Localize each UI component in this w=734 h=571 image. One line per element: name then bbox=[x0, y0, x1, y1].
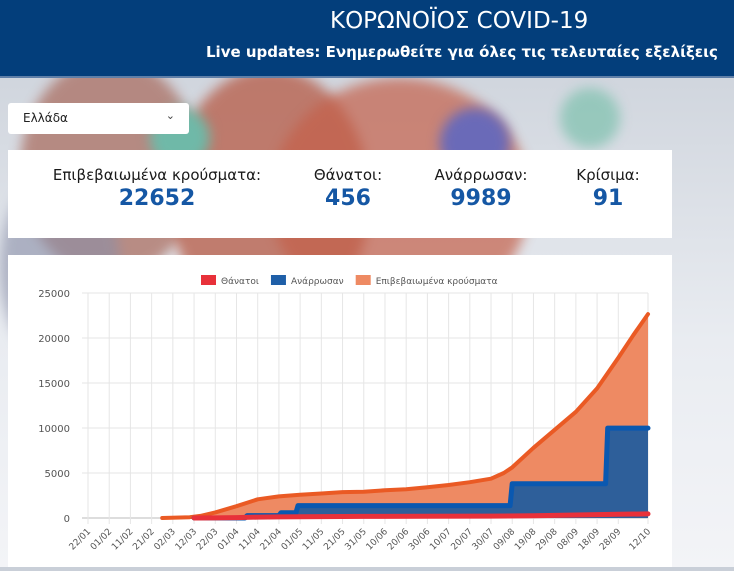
line-deaths bbox=[191, 511, 651, 521]
stat-label: Επιβεβαιωμένα κρούσματα: bbox=[52, 166, 262, 184]
stat-label: Κρίσιμα: bbox=[576, 166, 640, 184]
y-tick-label: 10000 bbox=[38, 424, 70, 435]
legend-swatch bbox=[201, 275, 216, 285]
line-confirmed bbox=[160, 312, 650, 520]
x-tick-label: 20/06 bbox=[386, 527, 412, 553]
x-tick-label: 11/02 bbox=[110, 527, 135, 552]
page-subtitle: Live updates: Ενημερωθείτε για όλες τις … bbox=[206, 43, 718, 61]
x-tick-label: 09/08 bbox=[492, 527, 518, 553]
x-tick-label: 01/02 bbox=[89, 527, 114, 552]
stat-value: 456 bbox=[325, 186, 371, 211]
covid-chart: 0 5000 10000 15000 20000 25000 22/0101/0211/02… bbox=[38, 275, 654, 553]
x-tick-label: 01/04 bbox=[216, 527, 242, 553]
x-tick-label: 10/07 bbox=[428, 527, 453, 552]
country-select[interactable]: Ελλάδα ⌄ bbox=[8, 103, 189, 134]
x-tick-label: 18/09 bbox=[577, 527, 603, 553]
x-tick-label: 02/03 bbox=[153, 527, 178, 552]
legend-swatch bbox=[270, 275, 286, 285]
stat-confirmed: Επιβεβαιωμένα κρούσματα: 22652 bbox=[42, 166, 272, 211]
y-tick-label: 25000 bbox=[38, 289, 70, 300]
x-tick-label: 11/05 bbox=[301, 527, 326, 552]
x-tick-label: 21/04 bbox=[259, 527, 285, 553]
stat-value: 9989 bbox=[450, 186, 512, 211]
legend-label: Ανάρρωσαν bbox=[291, 277, 344, 287]
area-recovered bbox=[194, 428, 648, 518]
stat-deaths: Θάνατοι: 456 bbox=[298, 166, 398, 211]
legend-swatch bbox=[355, 275, 371, 285]
x-tick-label: 12/03 bbox=[174, 527, 199, 552]
stat-label: Θάνατοι: bbox=[313, 166, 383, 184]
area-confirmed bbox=[162, 314, 648, 518]
stat-value: 91 bbox=[592, 186, 624, 211]
x-tick-label: 30/06 bbox=[407, 527, 433, 553]
x-tick-label: 20/07 bbox=[450, 527, 475, 552]
y-tick-label: 20000 bbox=[38, 334, 70, 345]
y-tick-label: 15000 bbox=[38, 379, 70, 390]
x-tick-label: 11/04 bbox=[237, 527, 263, 553]
stat-critical: Κρίσιμα: 91 bbox=[563, 166, 653, 211]
legend-label: Επιβεβαιωμένα κρούσματα bbox=[376, 276, 498, 287]
x-tick-label: 22/01 bbox=[68, 527, 93, 552]
country-select-value: Ελλάδα bbox=[23, 111, 68, 125]
x-tick-label: 12/10 bbox=[628, 527, 654, 553]
x-tick-label: 08/09 bbox=[556, 527, 582, 553]
x-tick-label: 31/05 bbox=[343, 527, 368, 552]
x-tick-label: 29/08 bbox=[534, 527, 560, 553]
y-tick-label: 5000 bbox=[45, 469, 70, 480]
chart-panel: 0 5000 10000 15000 20000 25000 22/01 01/02 11/02… bbox=[8, 255, 672, 567]
x-tick-label: 10/06 bbox=[365, 527, 391, 553]
stat-label: Ανάρρωσαν: bbox=[434, 166, 528, 184]
stat-recovered: Ανάρρωσαν: 9989 bbox=[416, 166, 546, 211]
x-tick-label: 21/02 bbox=[131, 527, 156, 552]
x-tick-label: 28/09 bbox=[598, 527, 624, 553]
site-header: ΚΟΡΩΝΟΪΟΣ COVID-19 Live updates: Ενημερω… bbox=[0, 0, 734, 78]
stat-value: 22652 bbox=[118, 186, 196, 211]
page-title: ΚΟΡΩΝΟΪΟΣ COVID-19 bbox=[330, 8, 589, 34]
x-tick-label: 21/05 bbox=[322, 527, 347, 552]
x-tick-label: 30/07 bbox=[471, 527, 496, 552]
y-tick-label: 0 bbox=[64, 514, 70, 525]
x-tick-label: 22/03 bbox=[195, 527, 220, 552]
x-tick-label: 19/08 bbox=[513, 527, 539, 553]
x-tick-label: 01/05 bbox=[280, 527, 305, 552]
chevron-down-icon: ⌄ bbox=[165, 109, 175, 122]
legend-label: Θάνατοι bbox=[221, 277, 259, 287]
stats-panel: Επιβεβαιωμένα κρούσματα: 22652 Θάνατοι: … bbox=[8, 150, 672, 238]
